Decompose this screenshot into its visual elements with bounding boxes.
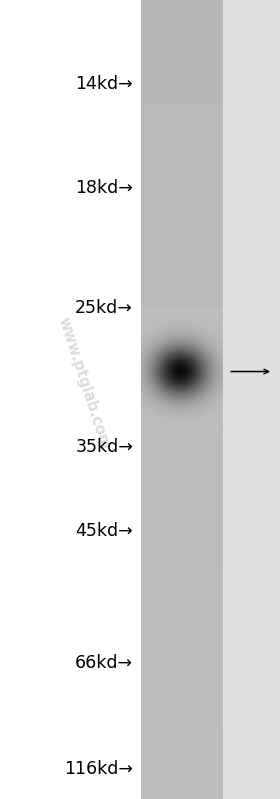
Text: 35kd→: 35kd→ xyxy=(75,439,133,456)
Text: 14kd→: 14kd→ xyxy=(75,75,133,93)
Text: 18kd→: 18kd→ xyxy=(75,179,133,197)
Text: 66kd→: 66kd→ xyxy=(75,654,133,672)
Text: www.ptglab.com: www.ptglab.com xyxy=(55,316,113,451)
Text: 45kd→: 45kd→ xyxy=(75,523,133,540)
Text: 116kd→: 116kd→ xyxy=(64,760,133,777)
Bar xyxy=(0,0,141,799)
Text: 25kd→: 25kd→ xyxy=(75,299,133,316)
